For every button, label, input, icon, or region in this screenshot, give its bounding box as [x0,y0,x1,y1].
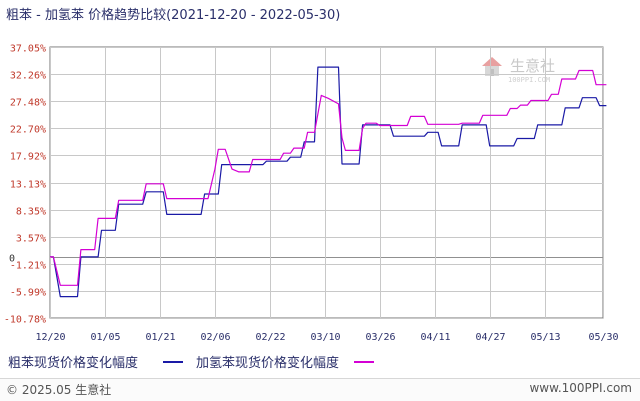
y-tick-label: 17.92% [10,152,46,163]
site-link[interactable]: www.100PPI.com [529,381,632,395]
y-tick-label: 37.05% [10,44,46,55]
chart-title: 粗苯 - 加氢苯 价格趋势比较(2021-12-20 - 2022-05-30) [6,8,341,23]
y-tick-label: 8.35% [16,207,46,218]
watermark-sub: 100PPI.COM [508,76,550,84]
x-tick-label: 04/11 [420,332,450,343]
x-tick-label: 05/13 [530,332,560,343]
x-tick-label: 03/10 [310,332,340,343]
y-tick-label: 3.57% [16,234,46,245]
series-lines [50,66,607,298]
grid [49,46,604,319]
chart-svg: 生意社 100PPI.COM 37.05% 32.26% 27.48% 22.70% 1… [4,44,619,344]
series-line-1 [50,66,607,298]
x-tick-label: 05/30 [588,332,618,343]
legend-label-series-2: 加氢苯现货价格变化幅度 [196,356,340,371]
zero-label: 0 [9,254,15,265]
house-icon [482,57,502,76]
copyright-text: © 2025.05 生意社 [6,383,112,397]
y-tick-label: 27.48% [10,98,46,109]
watermark-name: 生意社 [510,57,555,75]
y-tick-label: 22.70% [10,125,46,136]
x-axis-ticks: 12/20 01/05 01/21 02/06 02/22 03/10 03/26 04/11… [35,332,618,343]
plot-frame [49,46,604,319]
footer: © 2025.05 生意社 www.100PPI.com [0,378,640,401]
y-tick-label: 32.26% [10,71,46,82]
watermark-logo: 生意社 100PPI.COM [482,57,555,84]
legend-label-series-1: 粗苯现货价格变化幅度 [8,356,139,371]
x-tick-label: 03/26 [365,332,395,343]
y-tick-label: 13.13% [10,180,46,191]
x-tick-label: 01/05 [90,332,120,343]
legend-swatch-series-1 [163,361,183,363]
series-line-2 [50,69,607,286]
y-axis-ticks: 37.05% 32.26% 27.48% 22.70% 17.92% 13.13% 8.35… [4,44,46,326]
x-tick-label: 12/20 [35,332,65,343]
x-tick-label: 02/22 [255,332,285,343]
x-tick-label: 02/06 [200,332,230,343]
legend: 粗苯现货价格变化幅度 加氢苯现货价格变化幅度 [0,352,640,372]
y-tick-label: -10.78% [4,315,46,326]
y-tick-label: -1.21% [10,261,46,272]
x-tick-label: 04/27 [475,332,505,343]
x-tick-label: 01/21 [145,332,175,343]
legend-swatch-series-2 [354,361,374,363]
y-tick-label: -5.99% [10,288,46,299]
